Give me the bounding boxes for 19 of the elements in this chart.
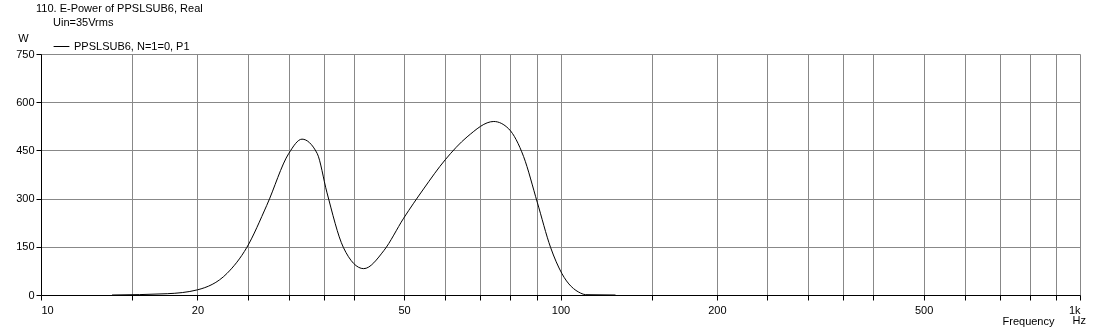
x-tick-label: 200: [708, 303, 727, 316]
y-tick-label: 450: [16, 143, 35, 156]
x-tick-label: 50: [398, 303, 411, 316]
x-tick-label: 500: [914, 303, 934, 316]
x-tick-label: 10: [41, 303, 54, 316]
legend-label: PPSLSUB6, N=1=0, P1: [74, 39, 190, 52]
y-tick-label: 150: [16, 240, 35, 253]
y-tick-label: 300: [16, 192, 35, 205]
y-tick-label: 0: [28, 288, 35, 301]
text: Uin=35Vrms: [53, 16, 114, 28]
x-axis-title: Frequency: [1002, 314, 1055, 327]
y-axis-title: W: [18, 31, 30, 44]
y-tick-label: 750: [16, 47, 35, 60]
y-tick-label: 600: [16, 95, 35, 108]
chart-title: 110. E-Power of PPSLSUB6, Real: [36, 2, 203, 14]
x-tick-label: 1k: [1068, 303, 1081, 316]
text: Hz: [1072, 314, 1086, 326]
x-tick-label: 100: [551, 303, 571, 316]
x-tick-label: 20: [191, 303, 205, 316]
